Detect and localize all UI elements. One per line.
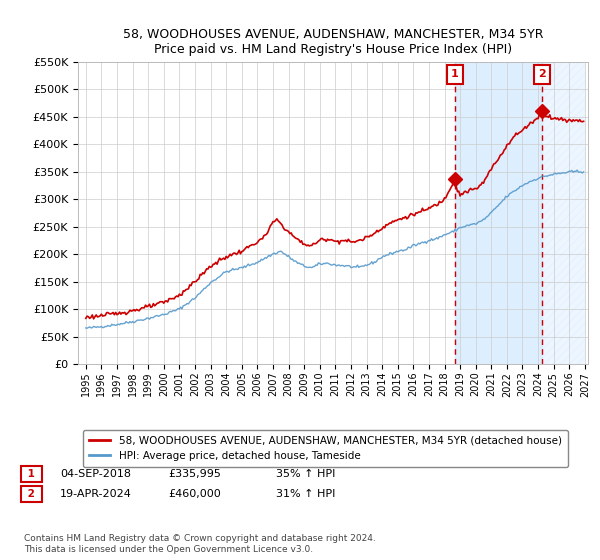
Text: 1: 1 bbox=[451, 69, 459, 79]
Bar bbox=[455, 62, 542, 364]
Bar bbox=[542, 62, 585, 364]
Text: 2: 2 bbox=[538, 69, 546, 79]
Text: Contains HM Land Registry data © Crown copyright and database right 2024.
This d: Contains HM Land Registry data © Crown c… bbox=[24, 534, 376, 554]
Text: 31% ↑ HPI: 31% ↑ HPI bbox=[276, 489, 335, 500]
Text: 1: 1 bbox=[24, 469, 38, 479]
Text: 2: 2 bbox=[24, 489, 38, 500]
Text: 04-SEP-2018: 04-SEP-2018 bbox=[60, 469, 131, 479]
Legend: 58, WOODHOUSES AVENUE, AUDENSHAW, MANCHESTER, M34 5YR (detached house), HPI: Ave: 58, WOODHOUSES AVENUE, AUDENSHAW, MANCHE… bbox=[83, 430, 568, 468]
Text: £460,000: £460,000 bbox=[168, 489, 221, 500]
Text: 35% ↑ HPI: 35% ↑ HPI bbox=[276, 469, 335, 479]
Title: 58, WOODHOUSES AVENUE, AUDENSHAW, MANCHESTER, M34 5YR
Price paid vs. HM Land Reg: 58, WOODHOUSES AVENUE, AUDENSHAW, MANCHE… bbox=[123, 28, 543, 56]
Text: 19-APR-2024: 19-APR-2024 bbox=[60, 489, 132, 500]
Text: £335,995: £335,995 bbox=[168, 469, 221, 479]
